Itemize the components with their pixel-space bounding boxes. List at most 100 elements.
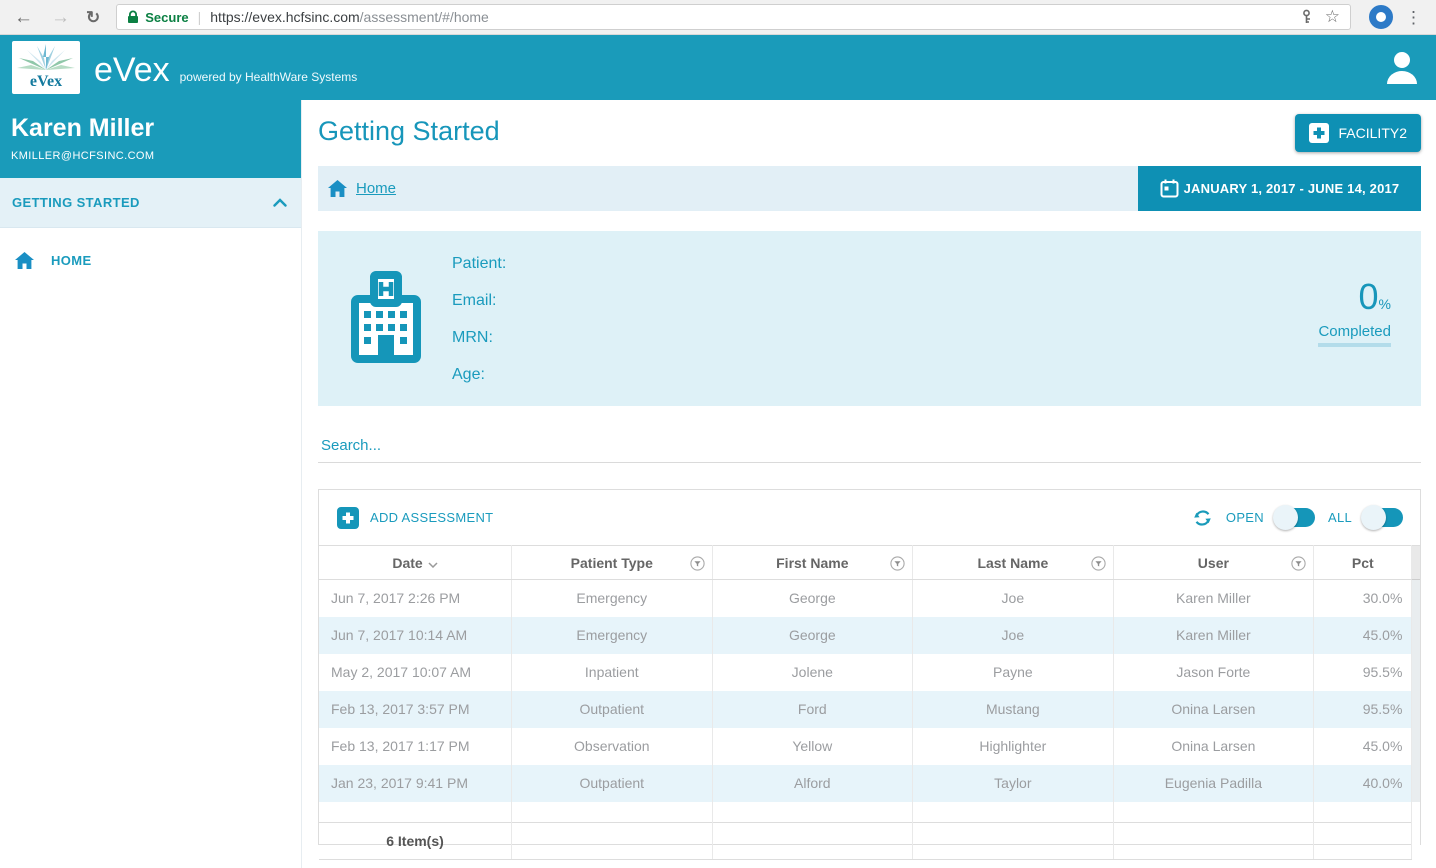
table-cell: Taylor [912,764,1114,802]
completed-link[interactable]: Completed [1318,323,1391,347]
app-header: eVex eVex powered by HealthWare Systems [0,35,1436,100]
add-assessment-label: ADD ASSESSMENT [370,510,494,525]
facility-button[interactable]: FACILITY2 [1294,114,1421,152]
table-cell: Inpatient [511,653,713,691]
table-cell: Observation [511,727,713,765]
browser-profile-avatar[interactable] [1369,5,1393,29]
table-cell: Eugenia Padilla [1113,764,1315,802]
svg-text:eVex: eVex [30,73,62,90]
url-host: https://evex.hcfsinc.com [210,9,360,25]
all-toggle[interactable] [1361,505,1403,530]
table-cell: Alford [712,764,914,802]
table-cell: Jolene [712,653,914,691]
scrollbar-track[interactable] [1411,579,1420,617]
evex-logo[interactable]: eVex [12,41,80,94]
browser-menu-icon[interactable]: ⋮ [1405,7,1422,27]
table-cell: Jun 7, 2017 10:14 AM [319,616,513,654]
app-tagline: powered by HealthWare Systems [179,70,358,84]
table-footer-row: 6 Item(s) [319,822,1420,860]
user-profile-icon[interactable] [1384,49,1420,92]
sidebar-item-home[interactable]: HOME [15,252,301,269]
url-path: /assessment/#/home [359,9,489,25]
hospital-icon [349,269,423,370]
table-spacer-row [319,801,1420,823]
table-cell: Feb 13, 2017 1:17 PM [319,727,513,765]
open-toggle-label: OPEN [1225,510,1264,525]
column-header-user[interactable]: User [1113,545,1315,580]
url-divider: | [197,9,202,25]
table-cell: May 2, 2017 10:07 AM [319,653,513,691]
patient-field-label: MRN: [452,328,493,346]
date-range-picker[interactable]: JANUARY 1, 2017 - JUNE 14, 2017 [1138,166,1421,211]
column-header-pct[interactable]: Pct [1313,545,1413,580]
scrollbar-track[interactable] [1411,727,1420,765]
table-cell: Jason Forte [1113,653,1315,691]
percent-sign: % [1378,296,1391,312]
patient-labels: Patient: Email: MRN: Age: [452,245,506,393]
panel-toolbar: ADD ASSESSMENT OPEN [319,490,1420,545]
scrollbar-track[interactable] [1411,690,1420,728]
home-icon [15,252,34,269]
table-cell: Highlighter [912,727,1114,765]
table-cell: Onina Larsen [1113,690,1315,728]
table-cell: George [712,616,914,654]
table-cell: Joe [912,616,1114,654]
date-range-label: JANUARY 1, 2017 - JUNE 14, 2017 [1183,181,1400,196]
browser-toolbar: ← → ↻ Secure | https://evex.hcfsinc.com … [0,0,1436,35]
user-name: Karen Miller [11,114,155,142]
table-cell: Mustang [912,690,1114,728]
sidebar-section-getting-started[interactable]: GETTING STARTED [0,178,301,228]
add-assessment-button[interactable]: ADD ASSESSMENT [337,506,494,529]
filter-icon[interactable] [1291,556,1306,574]
scrollbar-track[interactable] [1411,764,1420,802]
forward-icon[interactable]: → [51,6,70,28]
search-input[interactable] [318,432,1421,463]
table-cell: Payne [912,653,1114,691]
refresh-icon[interactable] [1193,509,1212,527]
main-content: Getting Started FACILITY2 Home JANUARY 1… [302,100,1436,868]
table-cell: Emergency [511,616,713,654]
filter-icon[interactable] [890,556,905,574]
scrollbar-track[interactable] [1411,653,1420,691]
table-row[interactable]: May 2, 2017 10:07 AM Inpatient Jolene Payne… [319,653,1420,691]
column-header-date[interactable]: Date [319,545,513,580]
sidebar-user-block: Karen Miller KMILLER@HCFSINC.COM [0,100,301,178]
table-cell: 45.0% [1313,727,1413,765]
filter-icon[interactable] [689,556,705,574]
table-cell: Ford [712,690,914,728]
table-row[interactable]: Jan 23, 2017 9:41 PM Outpatient Alford Tayl… [319,764,1420,802]
table-row[interactable]: Feb 13, 2017 1:17 PM Observation Yellow Hig… [319,727,1420,765]
table-row[interactable]: Feb 13, 2017 3:57 PM Outpatient Ford Mustan… [319,690,1420,728]
table-cell: Karen Miller [1113,579,1315,617]
key-icon[interactable] [1300,9,1313,25]
logo-starburst [17,44,75,70]
open-toggle[interactable] [1272,505,1315,530]
table-cell: Jan 23, 2017 9:41 PM [319,764,513,802]
scrollbar-track[interactable] [1411,616,1420,654]
table-cell: Onina Larsen [1113,727,1315,765]
sidebar-item-label: HOME [51,253,92,268]
column-header-patient-type[interactable]: Patient Type [511,545,713,580]
sidebar: Karen Miller KMILLER@HCFSINC.COM GETTING… [0,100,302,868]
table-header-row: Date Patient Type First Name Last Name [319,545,1420,580]
table-cell: George [712,579,914,617]
table-cell: Emergency [511,579,713,617]
back-icon[interactable]: ← [14,6,33,28]
table-cell: Joe [912,579,1114,617]
table-cell: 40.0% [1313,764,1413,802]
column-header-first-name[interactable]: First Name [712,545,914,580]
breadcrumb-home-link[interactable]: Home [356,180,397,197]
lock-icon [127,10,139,24]
patient-field-label: Patient: [452,254,507,272]
column-header-last-name[interactable]: Last Name [912,545,1114,580]
all-toggle-label: ALL [1327,510,1352,525]
toggle-knob [1361,505,1386,530]
reload-icon[interactable]: ↻ [86,7,101,27]
bookmark-star-icon[interactable]: ☆ [1324,7,1340,26]
table-cell: Karen Miller [1113,616,1315,654]
table-row[interactable]: Jun 7, 2017 2:26 PM Emergency George Joe Kar… [319,579,1420,617]
plus-icon [1308,123,1329,143]
address-bar[interactable]: Secure | https://evex.hcfsinc.com /asses… [116,4,1351,30]
filter-icon[interactable] [1090,556,1106,574]
table-row[interactable]: Jun 7, 2017 10:14 AM Emergency George Joe Ka… [319,616,1420,654]
